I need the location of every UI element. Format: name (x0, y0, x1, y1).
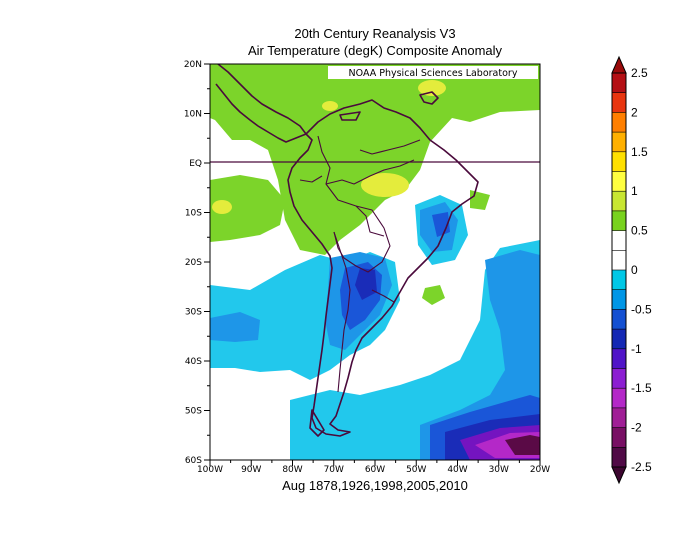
lon-tick-label: 50W (406, 465, 426, 475)
colorbar-segment (612, 368, 626, 389)
longitude-axis: 100W 90W 80W 70W 60W 50W 40W 30W 20W (197, 460, 550, 475)
anomaly-field (210, 64, 540, 460)
lat-tick-label: 30S (185, 308, 202, 318)
colorbar-segment (612, 388, 626, 409)
date-caption: Aug 1878,1926,1998,2005,2010 (282, 478, 468, 493)
colorbar-segment (612, 171, 626, 192)
colorbar-segment (612, 132, 626, 153)
colorbar-segment (612, 309, 626, 330)
warm-core-1 (361, 173, 409, 197)
lon-tick-label: 60W (365, 465, 385, 475)
lat-tick-label: 10N (184, 110, 202, 120)
lon-tick-label: 40W (447, 465, 467, 475)
lon-tick-label: 80W (282, 465, 302, 475)
colorbar-segment (612, 151, 626, 172)
chart-title-line2: Air Temperature (degK) Composite Anomaly (247, 43, 503, 58)
positive-anomaly-north (210, 64, 540, 255)
colorbar-segment (612, 191, 626, 212)
colorbar-label: 2 (631, 105, 638, 119)
lat-tick-label: 40S (185, 357, 202, 367)
anomaly-minus-2-5 (505, 435, 540, 455)
colorbar-segment (612, 289, 626, 310)
colorbar-max-arrow (611, 55, 627, 74)
latitude-axis: 20N 10N EQ 10S 20S 30S 40S 50S 60S (184, 60, 210, 466)
colorbar-segment (612, 92, 626, 113)
warm-core-2 (418, 80, 446, 96)
colorbar-label: 0 (631, 263, 638, 277)
colorbar-segment (612, 447, 626, 468)
colorbar-segment (612, 112, 626, 133)
colorbar-segment (612, 329, 626, 350)
colorbar-label: 1 (631, 184, 638, 198)
lon-tick-label: 30W (489, 465, 509, 475)
lat-tick-label: 20N (184, 60, 202, 70)
colorbar: 2.5 2 1.5 1 0.5 0 -0.5 -1 -1.5 -2 -2.5 (611, 55, 652, 485)
colorbar-label: 2.5 (631, 66, 648, 80)
colorbar-segment (612, 270, 626, 290)
chart-title-line1: 20th Century Reanalysis V3 (294, 26, 456, 41)
colorbar-label: 1.5 (631, 145, 648, 159)
lat-tick-label: 10S (185, 209, 202, 219)
colorbar-min-arrow (611, 466, 627, 485)
lon-tick-label: 90W (241, 465, 261, 475)
colorbar-segment (612, 407, 626, 428)
colorbar-label: -1.5 (631, 381, 652, 395)
colorbar-segment (612, 230, 626, 251)
lon-tick-label: 70W (324, 465, 344, 475)
lat-tick-label: 50S (185, 407, 202, 417)
map-label-box (328, 66, 538, 79)
positive-anomaly-west (210, 175, 285, 242)
lon-tick-label: 100W (197, 465, 223, 475)
lat-tick-label: 60S (185, 456, 202, 466)
colorbar-label: -0.5 (631, 302, 652, 316)
lon-tick-label: 20W (530, 465, 550, 475)
colorbar-label: -2.5 (631, 460, 652, 474)
colorbar-label: -2 (631, 421, 642, 435)
map-label: NOAA Physical Sciences Laboratory (349, 68, 518, 79)
colorbar-segment (612, 250, 626, 271)
colorbar-segment (612, 210, 626, 231)
colorbar-segment (612, 348, 626, 369)
colorbar-segment (612, 73, 626, 93)
colorbar-label: -1 (631, 342, 642, 356)
colorbar-label: 0.5 (631, 224, 648, 238)
colorbar-segment (612, 427, 626, 448)
lat-tick-label: 20S (185, 258, 202, 268)
lat-tick-label: EQ (189, 159, 202, 169)
coastlines (215, 64, 479, 437)
